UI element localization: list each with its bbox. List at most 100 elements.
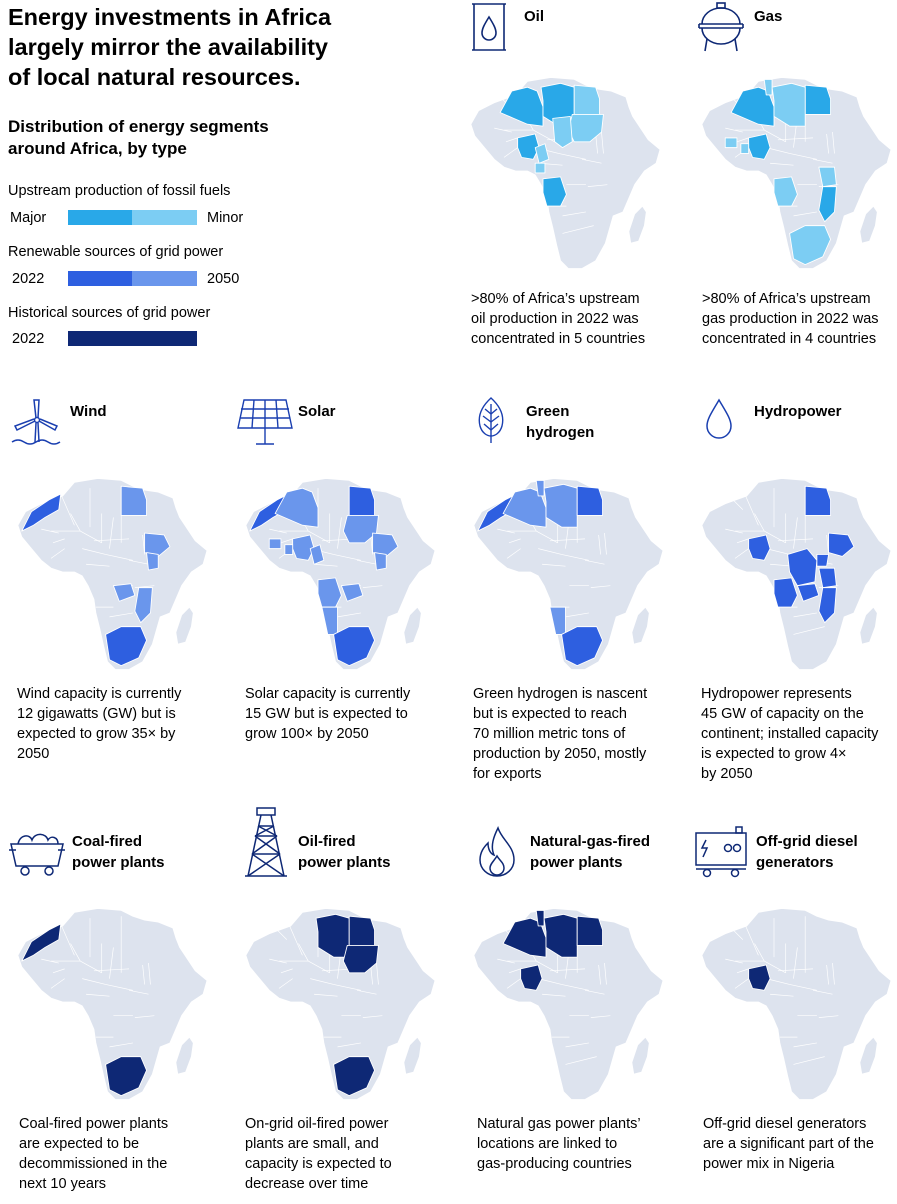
panel-caption: Coal-fired power plants are expected to b… <box>19 1116 169 1192</box>
country-westcoast2 <box>284 544 294 555</box>
country-southafrica <box>105 626 147 667</box>
country-border <box>812 158 833 164</box>
country-border <box>584 989 605 995</box>
country-border <box>826 133 829 154</box>
wind-turbine-icon <box>11 399 61 445</box>
country-border <box>50 548 65 559</box>
country-border <box>744 493 759 526</box>
legend-renewable-heading: Renewable sources of grid power <box>8 244 224 260</box>
country-border <box>754 943 765 962</box>
country-border <box>82 548 106 555</box>
country-madagascar <box>859 205 878 244</box>
oil-derrick-icon <box>245 807 287 877</box>
country-southafrica <box>789 225 831 266</box>
country-border <box>777 968 814 972</box>
legend-fossil-major-label: Major <box>10 210 47 226</box>
country-border <box>818 1015 839 1018</box>
oil-drum-icon <box>472 3 506 51</box>
country-border <box>565 612 589 618</box>
leaf-icon <box>478 397 504 443</box>
country-border <box>770 162 794 166</box>
country-border <box>86 563 110 567</box>
africa-map <box>473 477 664 670</box>
panel-caption: >80% of Africa’s upstream oil production … <box>471 291 646 347</box>
country-border <box>604 532 607 555</box>
panel-caption: Off-grid diesel generators are a signific… <box>703 1116 874 1172</box>
panel-title: Wind <box>70 403 107 420</box>
water-drop-icon <box>706 398 732 439</box>
country-border <box>362 585 383 588</box>
country-border <box>565 1056 597 1065</box>
country-border <box>538 548 562 555</box>
country-border <box>732 929 744 940</box>
country-border <box>60 923 75 956</box>
country-madagascar <box>628 205 647 244</box>
panel-title: Coal-fired power plants <box>72 833 165 871</box>
legend-swatch-fossil-major <box>68 210 132 225</box>
panel-caption: Wind capacity is currently 12 gigawatts (… <box>17 686 182 762</box>
country-cameroon <box>534 143 550 164</box>
country-border <box>70 513 81 532</box>
country-border <box>128 989 149 995</box>
country-egypt <box>804 485 831 516</box>
country-ethiopia <box>828 532 855 557</box>
country-border <box>542 563 566 567</box>
country-egypt <box>348 485 375 516</box>
country-border <box>505 137 518 143</box>
country-border <box>93 968 130 972</box>
africa-map <box>701 907 892 1100</box>
country-border <box>777 538 814 542</box>
country-zambia <box>796 583 820 602</box>
country-border <box>109 517 114 549</box>
country-namibia <box>321 606 338 635</box>
africa-map <box>701 477 892 670</box>
country-border <box>314 993 338 997</box>
country-border <box>601 131 604 154</box>
country-border <box>789 984 817 991</box>
africa-map <box>245 477 436 670</box>
panel-title: Green hydrogen <box>526 403 595 441</box>
country-border <box>736 968 749 974</box>
country-angola <box>542 176 567 207</box>
legend-historical-heading: Historical sources of grid power <box>8 305 211 321</box>
country-border <box>558 153 586 160</box>
country-border <box>70 943 81 962</box>
country-border <box>562 211 586 217</box>
country-drc <box>787 548 818 587</box>
country-border <box>590 1015 611 1018</box>
africa-map <box>701 76 892 269</box>
country-border <box>508 968 521 974</box>
country-border <box>736 538 749 544</box>
country-border <box>793 612 817 618</box>
country-kenya <box>374 552 387 571</box>
country-mozambique <box>134 587 153 624</box>
country-morocco <box>21 493 62 532</box>
flame-icon <box>479 826 515 877</box>
panel-title: Natural-gas-fired power plants <box>530 833 651 871</box>
country-border <box>744 923 759 956</box>
map-diesel <box>696 899 892 1112</box>
country-border <box>276 929 288 940</box>
country-border <box>793 626 825 635</box>
panel-caption: Solar capacity is currently 15 GW but is … <box>245 686 411 742</box>
country-algeria <box>502 487 547 528</box>
legend-swatch-historical-2022 <box>68 331 197 346</box>
country-border <box>333 554 361 561</box>
country-border <box>604 962 607 985</box>
continent-shape <box>701 907 892 1100</box>
country-border <box>832 131 835 154</box>
map-gas <box>696 68 892 281</box>
country-border <box>793 1056 825 1065</box>
country-border <box>280 538 293 544</box>
country-border <box>497 958 515 964</box>
country-border <box>52 968 65 974</box>
map-oilfired <box>240 899 436 1112</box>
country-mozambique <box>818 587 837 624</box>
country-libya <box>543 483 578 528</box>
country-westcoast1 <box>724 137 738 149</box>
country-border <box>598 964 601 985</box>
country-border <box>793 947 798 979</box>
country-zambia <box>112 583 136 602</box>
country-algeria <box>274 487 319 528</box>
africa-map <box>245 907 436 1100</box>
